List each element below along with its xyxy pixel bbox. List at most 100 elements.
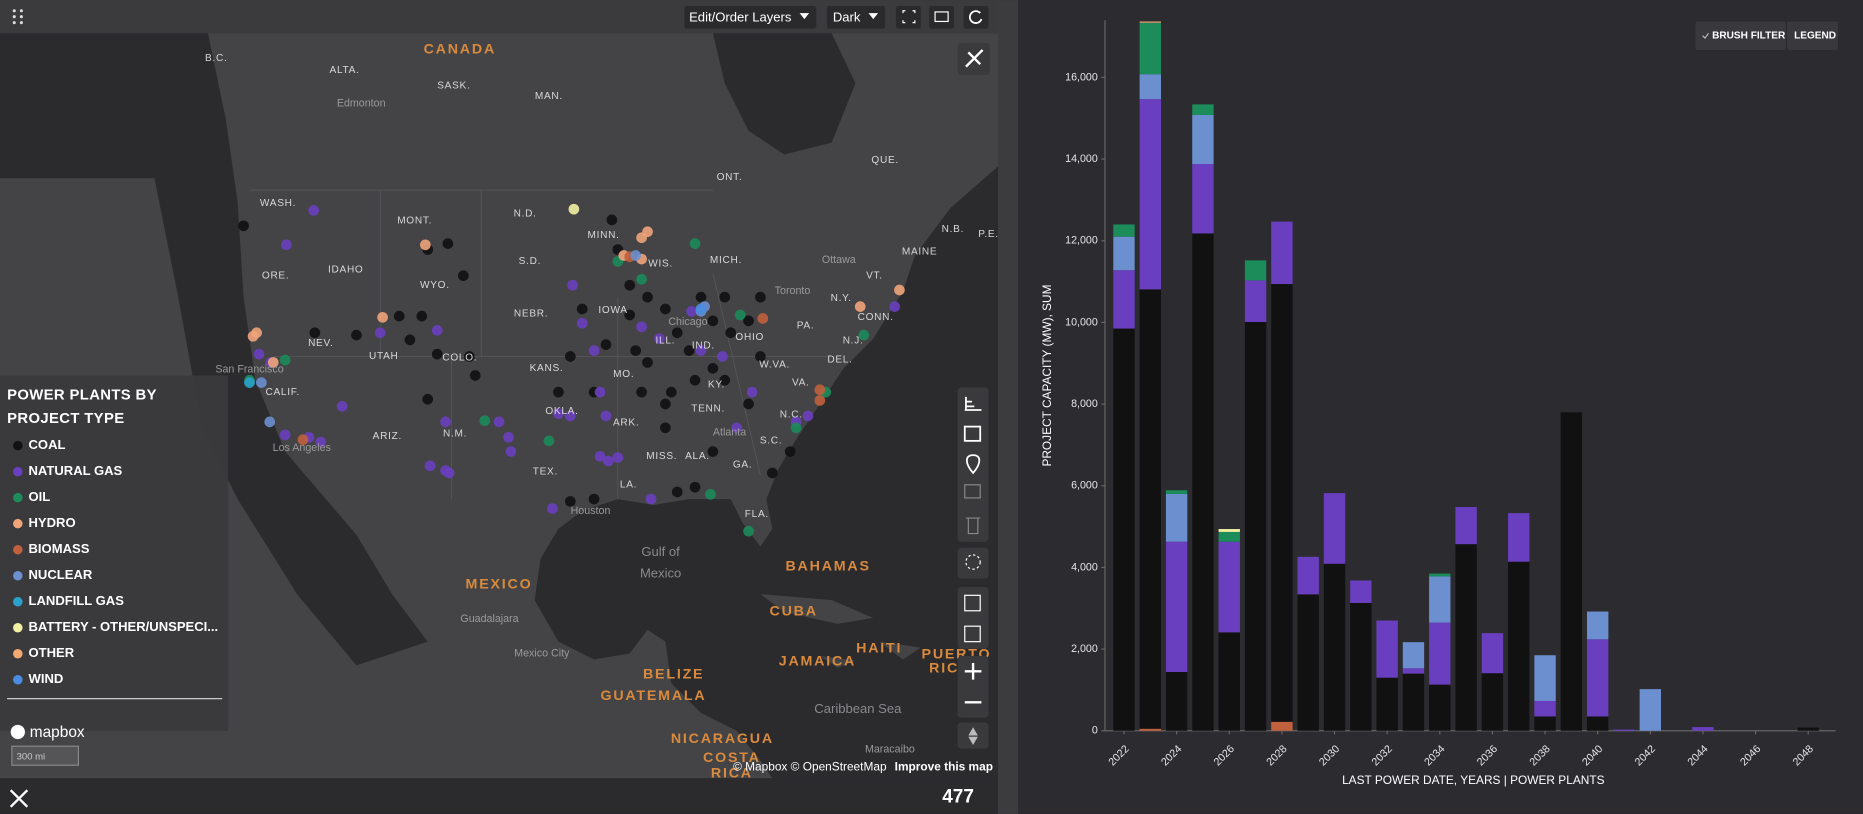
plant-marker [858, 329, 870, 341]
image-button[interactable] [929, 6, 955, 29]
plant-marker [600, 339, 612, 350]
grip-icon[interactable] [12, 9, 23, 25]
bar-segment [1323, 563, 1346, 731]
map-label: NEBR. [514, 308, 548, 319]
plant-marker [743, 315, 754, 327]
refresh-button[interactable] [963, 6, 989, 29]
layers-dropdown[interactable] [684, 6, 817, 29]
plant-marker [594, 450, 606, 462]
map-label: COLO. [442, 352, 477, 363]
map-borders [249, 189, 832, 500]
plant-marker [686, 306, 697, 317]
plant-marker [267, 357, 279, 368]
pin-button[interactable] [965, 454, 981, 475]
plant-marker [766, 467, 778, 479]
plant-marker [746, 386, 758, 398]
map-label: N.J. [843, 336, 864, 347]
legend-button[interactable] [1786, 21, 1839, 50]
plant-marker [755, 351, 766, 362]
refresh-icon [969, 10, 983, 24]
map-label: Houston [571, 505, 611, 517]
plant-marker [894, 284, 905, 296]
map-label: MEXICO [466, 576, 533, 592]
bar-segment [1165, 541, 1188, 672]
fullscreen-button[interactable] [895, 6, 921, 29]
map-label: OHIO [735, 332, 764, 343]
legend-swatch [13, 492, 23, 503]
zoom-reset-button[interactable] [964, 625, 981, 643]
y-tick-label: 0 [1092, 725, 1098, 737]
brush-filter-button[interactable] [1695, 21, 1786, 50]
edit-button[interactable] [964, 484, 981, 499]
map-label: IDAHO [328, 264, 363, 275]
layers-label: Edit/Order Layers [689, 9, 792, 24]
map-label: MO. [613, 369, 634, 380]
zoom-fit-button[interactable] [964, 594, 981, 612]
plant-marker [458, 270, 469, 282]
record-count: 477 [942, 786, 974, 807]
plant-marker [707, 363, 719, 374]
map-label: Mexico City [514, 647, 570, 659]
bar-segment [1139, 728, 1161, 731]
map-label: CALIF. [266, 387, 301, 398]
close-button[interactable] [9, 789, 29, 808]
y-tick-label: 8,000 [1071, 398, 1098, 410]
plant-marker [440, 416, 451, 428]
map-label: SASK. [437, 80, 470, 91]
zoom-in-button[interactable] [964, 663, 982, 680]
map-label: ONT. [717, 172, 743, 183]
legend-swatch [13, 596, 23, 607]
map-label: Caribbean Sea [814, 701, 902, 716]
bar-segment [1297, 594, 1319, 731]
bar-segment [1350, 602, 1372, 731]
ruler-button[interactable] [964, 396, 982, 411]
bar-segment [1534, 716, 1556, 731]
legend-label: NATURAL GAS [29, 463, 123, 478]
plant-marker [564, 351, 576, 362]
theme-dropdown[interactable] [826, 6, 886, 29]
plant-marker [264, 416, 276, 428]
legend-label: BATTERY - OTHER/UNSPECI... [29, 619, 219, 634]
brush-filter-label: BRUSH FILTER [1712, 30, 1786, 41]
improve-map-link[interactable]: Improve this map [895, 760, 993, 774]
bar-segment [1139, 74, 1161, 100]
map-label: WIS. [648, 259, 673, 270]
map-label: PA. [797, 320, 815, 331]
plant-marker [505, 446, 517, 457]
map-label: S.D. [519, 256, 541, 267]
map-label: RICA [711, 765, 753, 781]
plant-marker [280, 239, 292, 251]
plant-marker [308, 205, 320, 216]
plant-marker [351, 329, 362, 341]
delete-button[interactable] [965, 517, 981, 535]
map-label: N.D. [514, 209, 537, 220]
map-label: GUATEMALA [600, 688, 706, 704]
bar-segment [1376, 620, 1398, 678]
map-label: San Francisco [215, 363, 283, 375]
lasso-button[interactable] [957, 547, 989, 579]
legend-label: HYDRO [29, 515, 76, 530]
y-tick-label: 4,000 [1071, 561, 1098, 573]
plant-marker [336, 401, 348, 412]
bar-segment [1534, 700, 1556, 717]
plant-marker [442, 238, 454, 249]
bar-segment [1586, 639, 1609, 717]
plant-marker [705, 488, 716, 500]
plant-marker [660, 398, 671, 410]
bar-segment [1455, 544, 1477, 731]
map-label: B.C. [205, 53, 227, 64]
map-label: VT. [866, 270, 883, 281]
bar-segment [1797, 727, 1819, 731]
plant-marker [630, 345, 642, 356]
map-label: FLA. [745, 509, 769, 520]
legend-button-label: LEGEND [1794, 30, 1836, 41]
plant-marker [253, 348, 265, 360]
bar-segment [1139, 22, 1161, 75]
plant-marker [784, 446, 796, 457]
plant-marker [695, 345, 707, 356]
box-button[interactable] [963, 425, 982, 442]
map-label: TEX. [533, 466, 558, 477]
plant-marker [404, 334, 416, 346]
legend-title: POWER PLANTS BY PROJECT TYPE [7, 386, 157, 427]
plant-marker [654, 333, 665, 345]
